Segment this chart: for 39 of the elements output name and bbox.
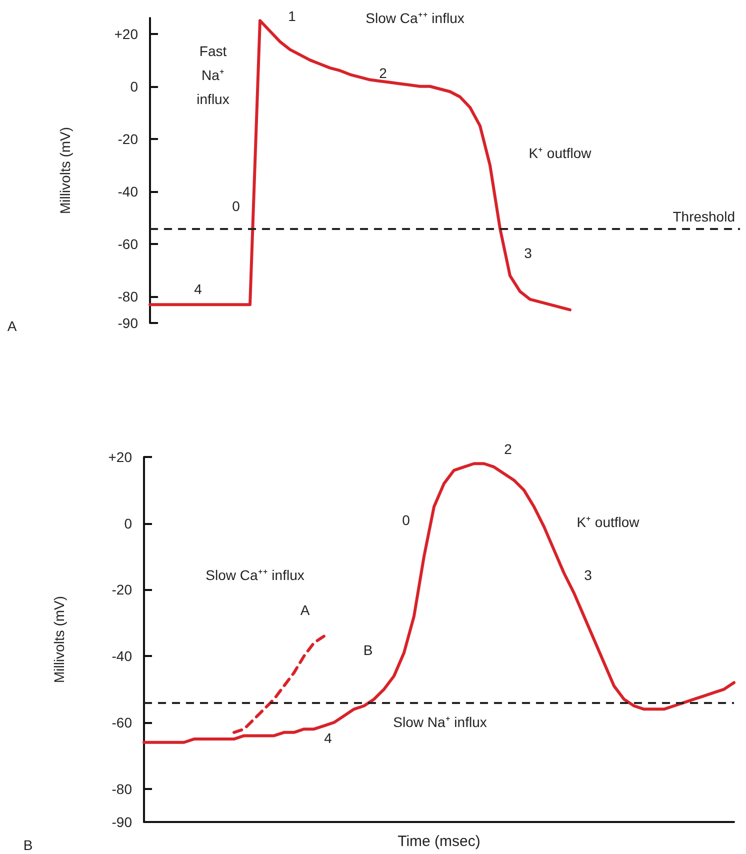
y-tick-label: 0 (124, 515, 132, 532)
y-tick-label: -60 (112, 714, 132, 730)
text: 2 (504, 441, 512, 457)
annotation: 4 (194, 281, 202, 297)
annotation: 2 (379, 65, 388, 81)
y-tick-label: +20 (114, 26, 138, 42)
y-tick-label: 0 (130, 78, 138, 94)
annotation: 0 (402, 512, 410, 528)
y-tick-label: -90 (112, 814, 132, 830)
y-tick-label: -40 (112, 648, 132, 664)
annotation: 4 (324, 730, 332, 746)
annotation: 0 (232, 198, 240, 214)
y-tick-label: +20 (108, 449, 132, 465)
y-tick-label: -80 (118, 288, 138, 305)
y-tick-label: -60 (118, 236, 138, 252)
y-tick-label: -20 (118, 130, 138, 147)
y-tick-label: -90 (118, 315, 138, 331)
text: B (23, 837, 33, 853)
annotation: 1 (288, 8, 296, 24)
y-axis-title: Millivolts (mV) (51, 596, 67, 684)
y-tick-label: -40 (118, 184, 138, 200)
annotation: 3 (584, 567, 592, 583)
annotation: B (363, 642, 373, 658)
annotation: A (300, 602, 310, 618)
y-tick-label: -80 (112, 780, 132, 797)
line-series (142, 462, 736, 744)
annotation: 3 (524, 245, 532, 261)
annotation: K⁺ outflow (576, 514, 640, 530)
y-tick-label: -20 (112, 582, 132, 598)
ref-line-label: Threshold (672, 208, 735, 224)
text: A (7, 318, 18, 334)
line-series (232, 634, 326, 734)
y-axis-title: Millivolts (mV) (57, 126, 73, 214)
x-axis-title: Time (msec) (398, 833, 480, 850)
annotation: Slow Ca⁺⁺ influx (206, 567, 304, 583)
annotation: Slow Ca⁺⁺ influx (366, 10, 464, 26)
annotation: Slow Na⁺ influx (393, 714, 487, 730)
annotation: K⁺ outflow (528, 145, 592, 161)
annotation: Fast Na⁺ influx (196, 43, 230, 107)
